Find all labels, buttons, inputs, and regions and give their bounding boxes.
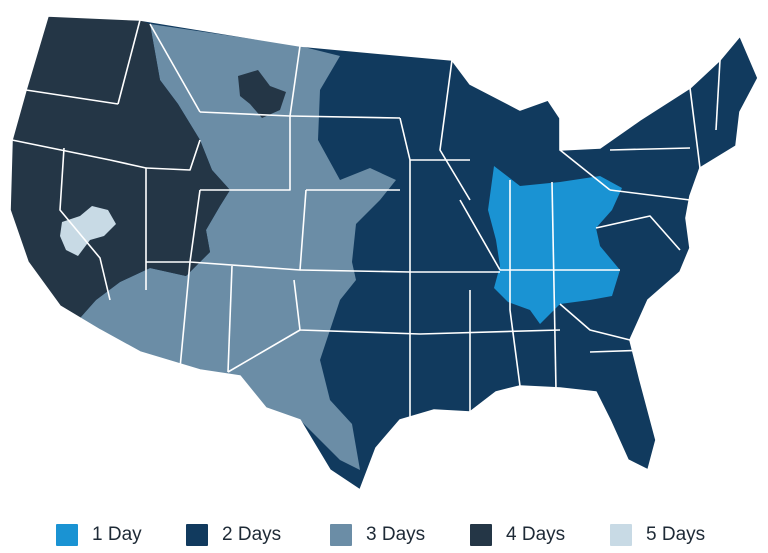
state-borders: [9, 15, 759, 491]
zone-4-days-montana-patch: [238, 70, 286, 118]
legend-label-2-days: 2 Days: [222, 524, 282, 545]
legend-label-4-days: 4 Days: [506, 524, 566, 545]
legend-label-1-day: 1 Day: [92, 524, 142, 545]
legend-item-2-days: 2 Days: [186, 524, 281, 546]
legend-label-3-days: 3 Days: [366, 524, 426, 545]
legend-label-5-days: 5 Days: [646, 524, 706, 545]
legend-swatch-5-days: [610, 524, 632, 546]
delivery-time-map: [9, 15, 759, 491]
legend-item-3-days: 3 Days: [330, 524, 425, 546]
legend-swatch-3-days: [330, 524, 352, 546]
legend-item-5-days: 5 Days: [610, 524, 705, 546]
zone-5-days-nevada: [60, 206, 116, 256]
zone-1-day-ohio-valley: [488, 166, 622, 324]
legend-item-1-day: 1 Day: [56, 524, 142, 546]
legend-swatch-4-days: [470, 524, 492, 546]
legend: 1 Day 2 Days 3 Days 4 Days 5 Days: [0, 518, 768, 552]
legend-swatch-1-day: [56, 524, 78, 546]
us-map-svg: [9, 15, 759, 491]
legend-item-4-days: 4 Days: [470, 524, 565, 546]
legend-swatch-2-days: [186, 524, 208, 546]
zone-3-days-mountain-plains: [80, 24, 396, 470]
